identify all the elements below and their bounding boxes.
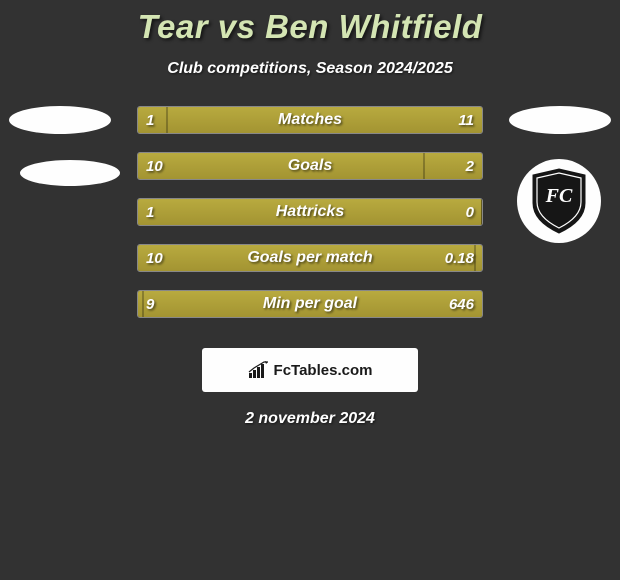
bar-fill-right (424, 153, 482, 179)
bar-row-hattricks: 1 Hattricks 0 (137, 198, 483, 226)
attribution-chart-icon (248, 361, 270, 379)
bar-fill-right (481, 199, 482, 225)
bar-fill-right (475, 245, 482, 271)
bar-fill-left (138, 199, 482, 225)
subtitle: Club competitions, Season 2024/2025 (0, 60, 620, 78)
attribution-text: FcTables.com (274, 362, 373, 379)
bar-row-matches: 1 Matches 11 (137, 106, 483, 134)
bars-container: 1 Matches 11 10 Goals 2 1 Hattricks 0 10… (137, 106, 483, 336)
bar-fill-left (138, 245, 475, 271)
player2-club-badge: FC (517, 159, 601, 243)
bar-row-gpm: 10 Goals per match 0.18 (137, 244, 483, 272)
player1-avatar-placeholder (9, 106, 111, 134)
attribution-badge: FcTables.com (202, 348, 418, 392)
page-title: Tear vs Ben Whitfield (0, 8, 620, 46)
comparison-chart: FC 1 Matches 11 10 Goals 2 1 Hattricks 0 (0, 106, 620, 336)
bar-row-mpg: 9 Min per goal 646 (137, 290, 483, 318)
bar-fill-right (143, 291, 482, 317)
player2-avatar-placeholder (509, 106, 611, 134)
bar-row-goals: 10 Goals 2 (137, 152, 483, 180)
player1-club-placeholder (20, 160, 120, 186)
date-label: 2 november 2024 (0, 410, 620, 428)
svg-text:FC: FC (545, 185, 573, 207)
club-shield-icon: FC (529, 167, 589, 235)
bar-fill-left (138, 153, 424, 179)
bar-fill-right (167, 107, 482, 133)
bar-fill-left (138, 107, 167, 133)
